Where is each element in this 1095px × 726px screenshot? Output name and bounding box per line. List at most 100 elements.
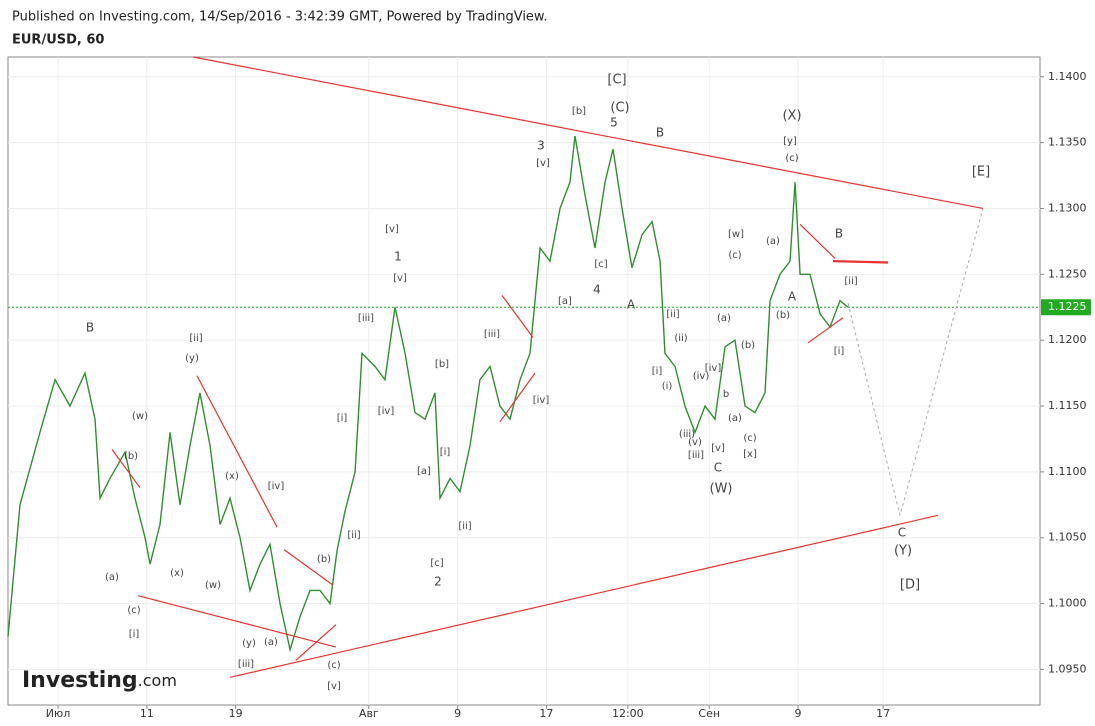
wave-label: (C) — [610, 101, 629, 116]
wave-label: [i] — [652, 366, 663, 377]
trendline — [295, 624, 337, 661]
y-tick-label: 1.1350 — [1048, 136, 1087, 149]
trendline — [229, 514, 939, 678]
wave-label: [a] — [417, 466, 431, 477]
trendline — [501, 295, 534, 338]
wave-label: (c) — [743, 433, 756, 444]
wave-label: [ii] — [189, 333, 202, 344]
wave-label: (c) — [127, 605, 140, 616]
price-line — [7, 135, 849, 653]
wave-label: (v) — [688, 437, 702, 448]
wave-label: (c) — [785, 153, 798, 164]
x-tick-label: 17 — [876, 707, 890, 720]
y-tick-label: 1.1300 — [1048, 201, 1087, 214]
projection-path — [847, 208, 984, 516]
wave-label: [D] — [900, 578, 920, 593]
logo-brand: Investing — [22, 668, 138, 693]
wave-label: [ii] — [666, 309, 679, 320]
published-note: Published on Investing.com, 14/Sep/2016 … — [12, 10, 548, 25]
trendline — [196, 375, 278, 528]
logo: Investing.com — [22, 668, 177, 693]
wave-label: 1 — [394, 250, 402, 264]
wave-label: (w) — [205, 580, 221, 591]
trendline — [799, 223, 836, 259]
wave-label: B — [656, 126, 664, 140]
wave-label: [v] — [393, 273, 407, 284]
trendline — [137, 595, 337, 648]
wave-label: (c) — [728, 250, 741, 261]
wave-label: [x] — [743, 449, 757, 460]
wave-label: (a) — [105, 572, 119, 583]
wave-label: (iv) — [693, 371, 710, 382]
wave-label: (ii) — [674, 333, 687, 344]
wave-label: C — [714, 461, 722, 475]
wave-label: (W) — [710, 482, 733, 497]
wave-label: [C] — [607, 73, 626, 88]
x-tick-label: 9 — [454, 707, 461, 720]
trendline — [807, 317, 844, 344]
trendline — [283, 549, 334, 586]
wave-label: [i] — [834, 346, 845, 357]
wave-label: (b) — [776, 310, 790, 321]
wave-label: [iii] — [484, 329, 500, 340]
wave-label: [ii] — [347, 530, 360, 541]
wave-label: (iii) — [679, 429, 695, 440]
wave-label: (X) — [782, 109, 801, 124]
wave-label: 3 — [537, 139, 545, 153]
wave-label: [y] — [783, 136, 797, 147]
plot-frame — [7, 56, 1041, 706]
wave-label: [iv] — [268, 481, 285, 492]
wave-label: [i] — [129, 629, 140, 640]
trendline — [499, 372, 536, 423]
trendline — [111, 449, 141, 489]
wave-label: [v] — [327, 681, 341, 692]
wave-label: [v] — [536, 158, 550, 169]
wave-label: [iv] — [533, 395, 550, 406]
wave-label: B — [835, 227, 843, 241]
wave-label: [v] — [711, 443, 725, 454]
x-tick-label: Авг — [359, 707, 379, 720]
wave-label: (a) — [728, 413, 742, 424]
wave-label: 5 — [610, 116, 618, 130]
x-tick-label: Июл — [46, 707, 71, 720]
wave-label: (b) — [741, 340, 755, 351]
x-tick-label: 9 — [795, 707, 802, 720]
wave-label: (a) — [717, 313, 731, 324]
wave-label: A — [627, 298, 636, 312]
wave-label: (y) — [185, 353, 199, 364]
wave-label: [ii] — [458, 521, 471, 532]
wave-label: (w) — [132, 411, 148, 422]
x-tick-label: 11 — [140, 707, 154, 720]
wave-label: [iii] — [358, 313, 374, 324]
wave-label: (y) — [242, 638, 256, 649]
y-tick-label: 1.1150 — [1048, 399, 1087, 412]
wave-label: [i] — [337, 413, 348, 424]
symbol: EUR/USD, 60 — [12, 33, 104, 48]
wave-label: 2 — [434, 575, 442, 589]
wave-labels: [C] (C)5 [b] 3 [v] B (X) [y] (c) [E] [w] (a) B (c) [ii… — [86, 73, 990, 693]
wave-label: A — [788, 290, 797, 304]
wave-label: [a] — [558, 296, 572, 307]
wave-label: [b] — [572, 106, 586, 117]
y-tick-label: 1.1250 — [1048, 267, 1087, 280]
wave-label: [b] — [435, 359, 449, 370]
wave-label: (b) — [124, 451, 138, 462]
wave-label: [E] — [972, 165, 990, 180]
wave-label: b — [723, 389, 729, 400]
x-tick-label: 19 — [229, 707, 243, 720]
wave-label: [iii] — [688, 450, 704, 461]
wave-label: [w] — [728, 229, 744, 240]
wave-label: (x) — [170, 568, 184, 579]
x-tick-label: 17 — [539, 707, 553, 720]
wave-label: 4 — [593, 283, 601, 297]
wave-label: [c] — [430, 558, 443, 569]
wave-label: [ii] — [844, 276, 857, 287]
wave-label: [c] — [594, 259, 607, 270]
wave-label: [iii] — [238, 659, 254, 670]
x-tick-label: Сен — [698, 707, 720, 720]
y-tick-label: 1.1400 — [1048, 70, 1087, 83]
trendline — [832, 260, 889, 264]
y-tick-label: 1.1200 — [1048, 333, 1087, 346]
wave-label: (x) — [225, 471, 239, 482]
